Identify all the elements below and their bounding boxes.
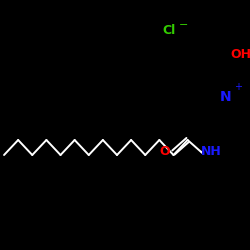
- Text: NH: NH: [200, 145, 221, 158]
- Text: Cl: Cl: [163, 24, 176, 36]
- Text: +: +: [234, 82, 242, 92]
- Text: −: −: [179, 20, 188, 30]
- Text: N: N: [220, 90, 232, 104]
- Text: O: O: [159, 145, 170, 158]
- Text: OH: OH: [230, 48, 250, 62]
